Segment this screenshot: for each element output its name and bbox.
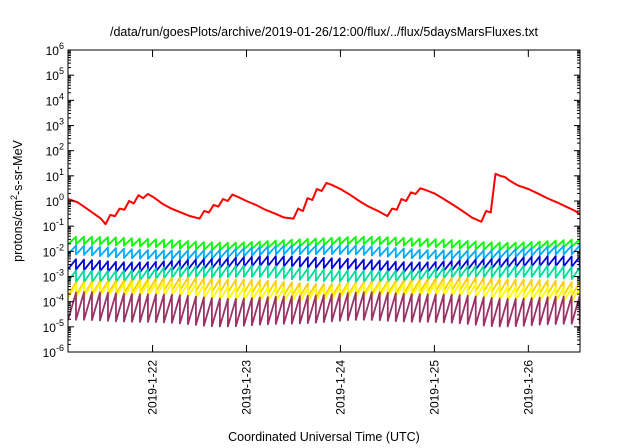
y-axis-label: protons/cm2-s-sr-MeV (9, 139, 25, 261)
y-tick-label: 10-4 (43, 293, 64, 310)
series-layer (68, 172, 580, 328)
series-line-4 (68, 255, 580, 274)
x-tick-label: 2019-1-22 (146, 360, 160, 415)
x-axis-label: Coordinated Universal Time (UTC) (228, 430, 420, 444)
y-tick-label: 104 (46, 91, 64, 108)
x-tick-label: 2019-1-26 (521, 360, 535, 415)
series-line-7 (68, 281, 580, 303)
y-tick-label: 103 (46, 117, 64, 134)
chart-title: /data/run/goesPlots/archive/2019-01-26/1… (110, 25, 539, 39)
y-tick-label: 100 (46, 192, 64, 209)
y-axis-label-suffix: -s-sr-MeV (11, 139, 25, 195)
x-tick-label: 2019-1-25 (427, 360, 441, 415)
y-tick-label: 106 (46, 41, 64, 58)
x-axis: 2019-1-22 2019-1-23 2019-1-24 2019-1-25 2019… (146, 50, 535, 415)
series-line-2 (68, 235, 580, 252)
y-tick-label: 10-2 (43, 242, 64, 259)
y-axis-label-prefix: protons/cm (11, 200, 25, 262)
x-tick-label: 2019-1-23 (239, 360, 253, 415)
series-line-1 (68, 172, 580, 226)
series-line-5 (68, 264, 580, 284)
y-tick-label: 101 (46, 167, 64, 184)
y-tick-label: 105 (46, 66, 64, 83)
y-tick-label: 10-5 (43, 318, 64, 335)
y-axis-label-superscript: 2 (9, 195, 19, 200)
y-tick-label: 10-1 (43, 217, 64, 234)
x-tick-label: 2019-1-24 (333, 360, 347, 415)
y-axis: 10-6 10-5 10-4 10-3 10-2 10-1 100 101 102 103 104 1… (43, 41, 580, 360)
y-tick-label: 10-3 (43, 268, 64, 285)
y-tick-label: 10-6 (43, 343, 64, 360)
y-tick-label: 102 (46, 142, 64, 159)
series-line-8 (68, 291, 580, 328)
series-line-3 (68, 244, 580, 261)
